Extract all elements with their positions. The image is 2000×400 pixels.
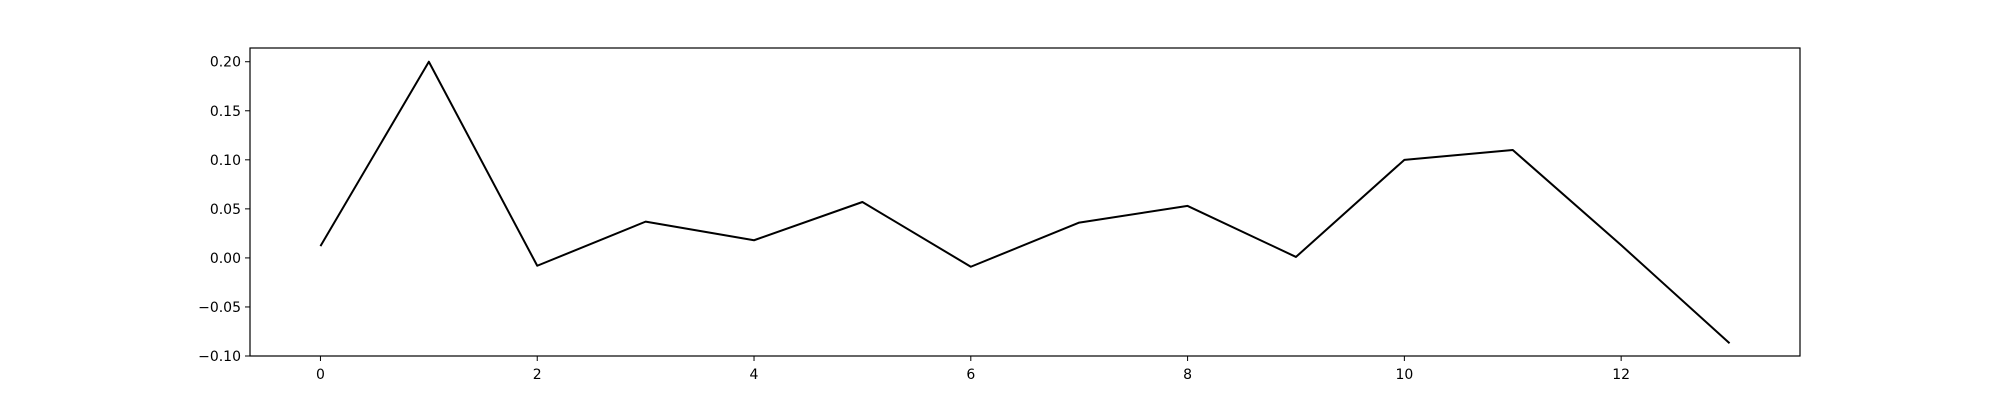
x-axis-ticks: 0 2 4 6 8 10 12 [316, 356, 1630, 383]
x-tick-label: 12 [1612, 367, 1630, 383]
y-tick-label: −0.05 [198, 300, 241, 316]
y-tick-label: 0.05 [210, 202, 241, 218]
y-tick-label: −0.10 [198, 349, 241, 365]
y-axis-ticks: −0.10 −0.05 0.00 0.05 0.10 0.15 0.20 [198, 55, 250, 365]
x-tick-label: 2 [533, 367, 542, 383]
series-layer [319, 60, 1731, 344]
x-tick-label: 8 [1183, 367, 1192, 383]
x-tick-label: 0 [316, 367, 325, 383]
series-line-0 [319, 60, 1731, 344]
y-tick-label: 0.10 [210, 153, 241, 169]
x-tick-label: 10 [1395, 367, 1413, 383]
y-tick-label: 0.00 [210, 251, 241, 267]
x-tick-label: 4 [750, 367, 759, 383]
y-tick-label: 0.15 [210, 104, 241, 120]
x-tick-label: 6 [966, 367, 975, 383]
y-tick-label: 0.20 [210, 55, 241, 71]
plot-frame [249, 47, 1801, 357]
